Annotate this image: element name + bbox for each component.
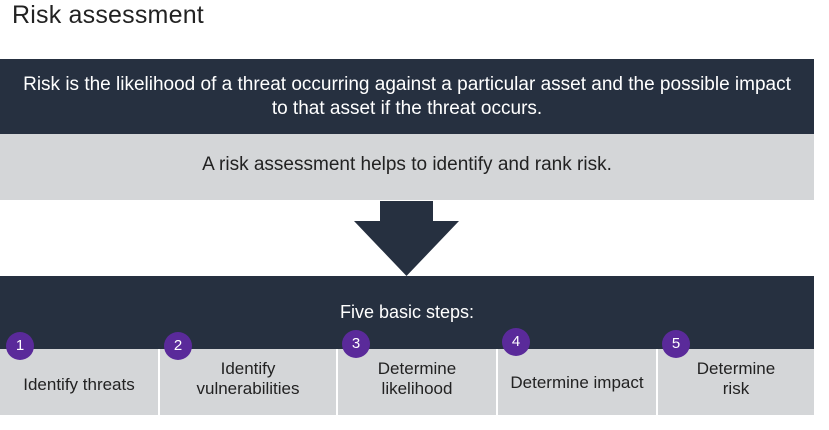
step-cell: Identify vulnerabilities — [158, 349, 336, 415]
step-label: Identify threats — [23, 375, 135, 394]
step-label: Determine risk — [696, 359, 776, 398]
step-number-badge: 3 — [342, 330, 370, 358]
step-cell: Identify threats — [0, 349, 158, 415]
step-cell: Determine likelihood — [336, 349, 496, 415]
step-label: Identify vulnerabilities — [196, 359, 300, 398]
page-title: Risk assessment — [12, 1, 204, 29]
purpose-band: A risk assessment helps to identify and … — [0, 134, 814, 200]
definition-text: Risk is the likelihood of a threat occur… — [23, 73, 791, 119]
step-label: Determine likelihood — [377, 359, 457, 398]
purpose-text: A risk assessment helps to identify and … — [202, 154, 612, 175]
steps-row: Identify threats Identify vulnerabilitie… — [0, 349, 814, 415]
step-number-badge: 2 — [164, 332, 192, 360]
steps-header-label: Five basic steps: — [339, 302, 475, 322]
step-number-badge: 5 — [662, 330, 690, 358]
step-cell: Determine risk — [656, 349, 814, 415]
step-label: Determine impact — [510, 373, 644, 392]
step-number-badge: 1 — [6, 332, 34, 360]
step-number-badge: 4 — [502, 328, 530, 356]
step-cell: Determine impact — [496, 349, 656, 415]
definition-band: Risk is the likelihood of a threat occur… — [0, 59, 814, 134]
down-arrow-icon — [354, 201, 459, 276]
